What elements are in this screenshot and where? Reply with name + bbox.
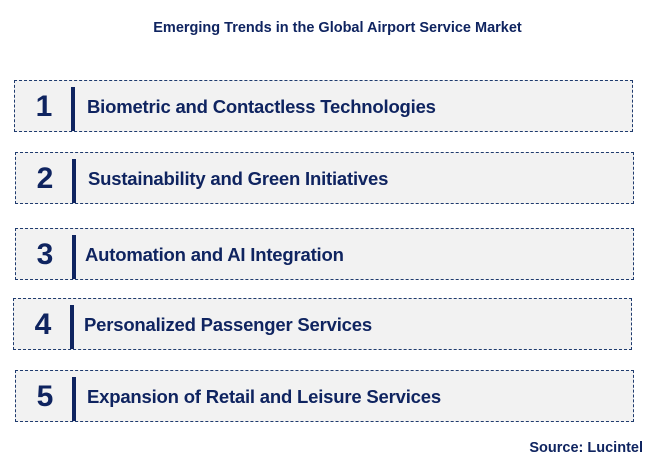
divider-bar [71,87,75,131]
trend-label: Biometric and Contactless Technologies [87,96,436,117]
trend-item-2: 2 Sustainability and Green Initiatives [15,152,634,204]
trend-number: 4 [34,308,52,341]
trend-label: Sustainability and Green Initiatives [88,168,389,189]
trend-item-4: 4 Personalized Passenger Services [13,298,632,350]
trend-item-1: 1 Biometric and Contactless Technologies [14,80,633,132]
diagram-title: Emerging Trends in the Global Airport Se… [153,20,522,36]
trend-label: Expansion of Retail and Leisure Services [87,386,441,407]
divider-bar [72,235,76,279]
trend-number: 5 [36,380,54,413]
source-credit: Source: Lucintel [529,440,643,456]
divider-bar [70,305,74,349]
trend-item-3: 3 Automation and AI Integration [15,228,634,280]
divider-bar [72,159,76,203]
trend-label: Personalized Passenger Services [84,314,372,335]
divider-bar [72,377,76,421]
trend-label: Automation and AI Integration [85,244,344,265]
trend-number: 1 [35,90,53,123]
trend-item-5: 5 Expansion of Retail and Leisure Servic… [15,370,634,422]
trend-number: 2 [36,162,54,195]
trend-number: 3 [36,238,54,271]
